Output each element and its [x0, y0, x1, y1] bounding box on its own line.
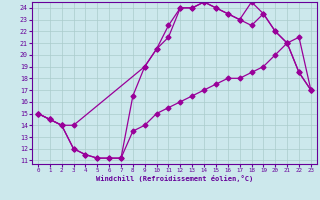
X-axis label: Windchill (Refroidissement éolien,°C): Windchill (Refroidissement éolien,°C) [96, 175, 253, 182]
